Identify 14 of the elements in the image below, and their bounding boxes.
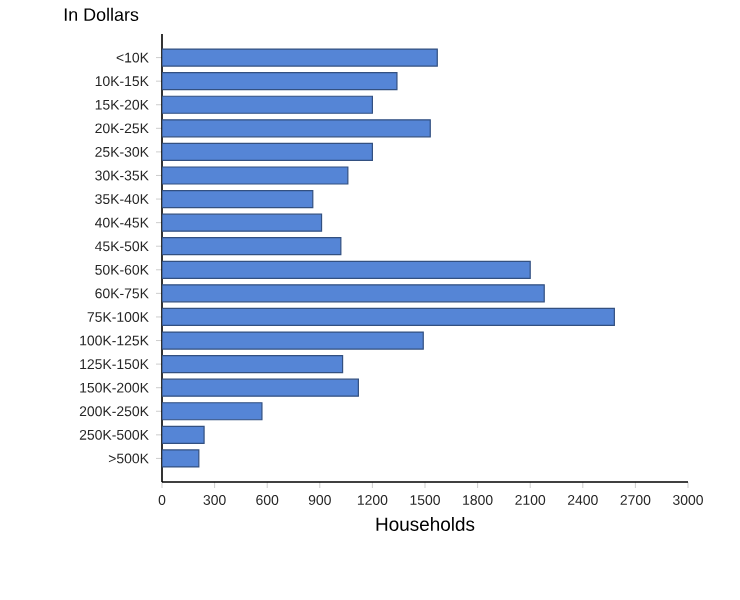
bar: [162, 237, 342, 256]
bar: [162, 119, 431, 138]
bar: [162, 189, 314, 209]
bar: [162, 72, 398, 91]
bar: [162, 402, 263, 421]
y-axis-title: In Dollars: [64, 7, 139, 21]
bar: [162, 260, 531, 279]
bar: [162, 142, 373, 161]
bar: [162, 307, 615, 327]
bar: [162, 378, 359, 397]
bar: [162, 355, 344, 374]
bar: [162, 95, 373, 114]
x-axis-title: Households: [376, 517, 475, 531]
bar: [162, 425, 205, 444]
